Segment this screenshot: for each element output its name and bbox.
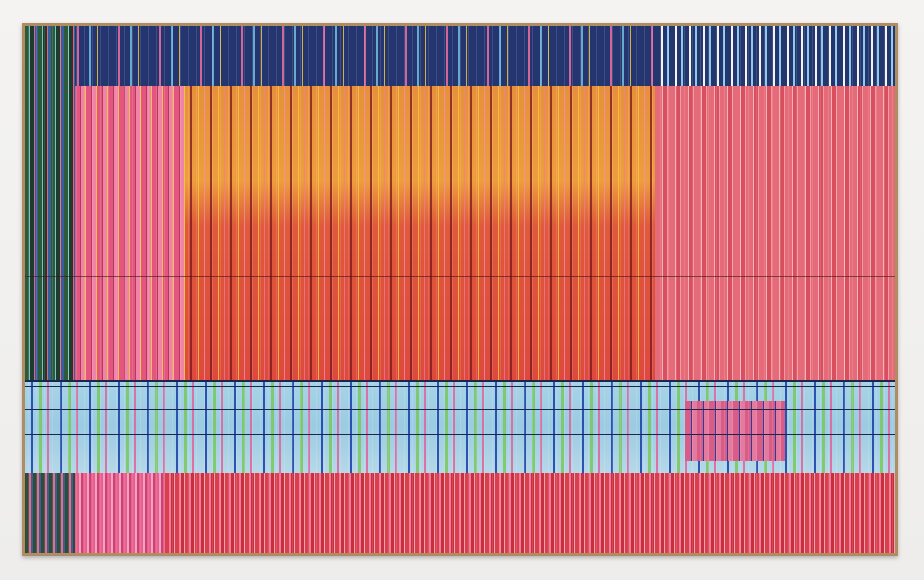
painting — [25, 26, 895, 553]
stripe-overlay — [25, 26, 895, 553]
orange-red-section — [185, 86, 655, 381]
pink-right-section — [655, 86, 895, 381]
top-right-band — [655, 26, 895, 86]
horizontal-line — [25, 386, 895, 387]
left-column — [25, 26, 75, 381]
horizontal-line — [25, 409, 895, 410]
horizontal-line — [25, 276, 895, 277]
bottom-band — [25, 473, 895, 553]
horizontal-line — [25, 434, 895, 435]
bottom-left-pink — [75, 473, 165, 553]
frame — [22, 23, 898, 556]
horizontal-line — [25, 380, 895, 382]
bottom-left-dark — [25, 473, 75, 553]
pink-section — [75, 86, 185, 381]
pink-patch — [685, 401, 785, 461]
